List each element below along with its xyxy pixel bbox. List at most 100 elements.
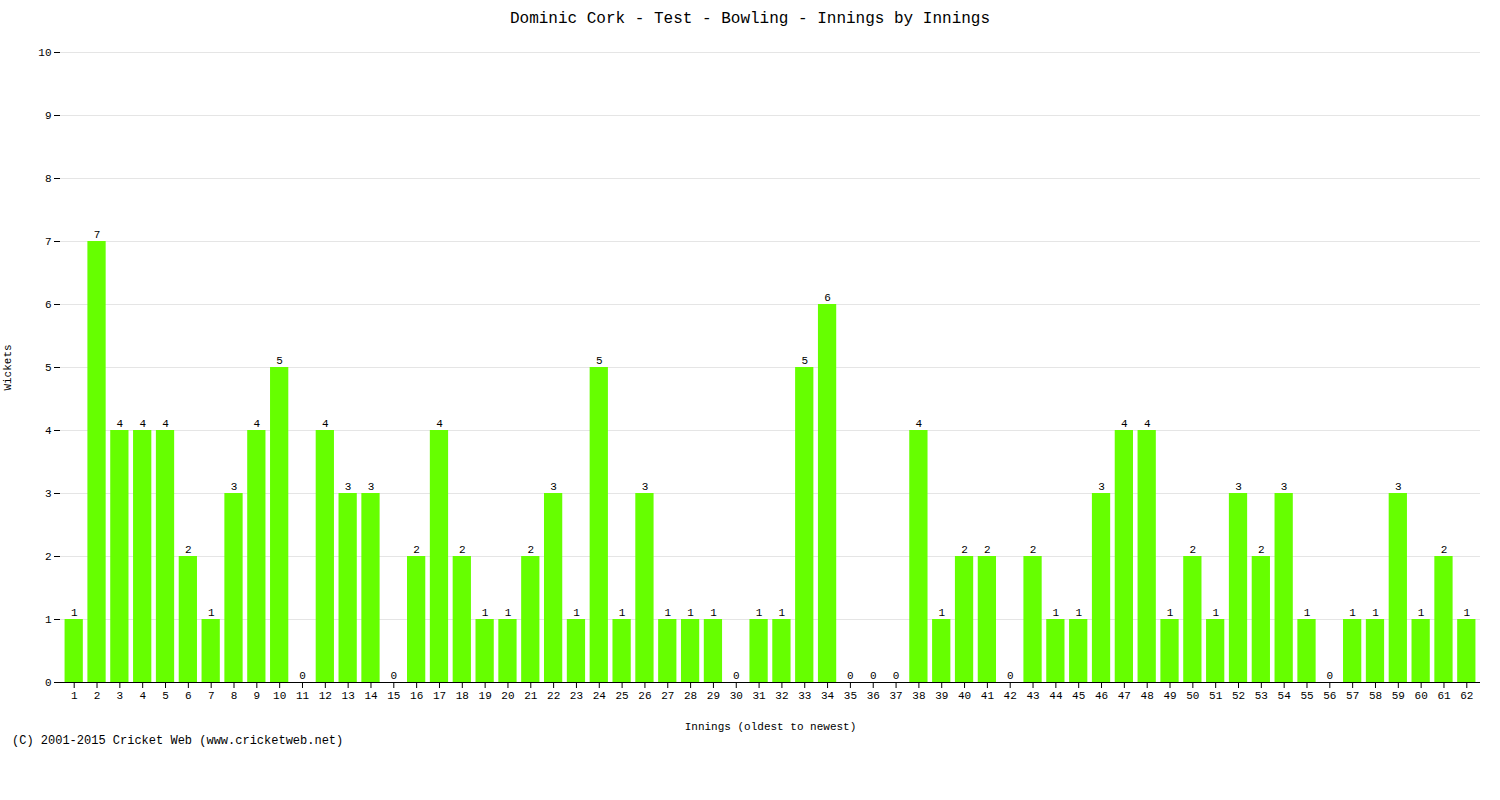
svg-text:51: 51	[1209, 690, 1223, 702]
svg-text:5: 5	[596, 355, 603, 367]
svg-text:3: 3	[1098, 481, 1105, 493]
svg-text:20: 20	[501, 690, 514, 702]
svg-text:2: 2	[1258, 544, 1265, 556]
svg-text:1: 1	[1372, 607, 1379, 619]
svg-text:4: 4	[436, 418, 443, 430]
svg-text:11: 11	[296, 690, 310, 702]
svg-text:27: 27	[661, 690, 674, 702]
svg-text:7: 7	[208, 690, 215, 702]
svg-text:1: 1	[71, 690, 78, 702]
svg-text:6: 6	[45, 299, 52, 311]
svg-text:2: 2	[1441, 544, 1448, 556]
svg-text:4: 4	[322, 418, 329, 430]
svg-text:39: 39	[935, 690, 948, 702]
svg-text:4: 4	[139, 690, 146, 702]
svg-text:2: 2	[94, 690, 101, 702]
svg-text:3: 3	[231, 481, 238, 493]
svg-text:35: 35	[844, 690, 857, 702]
svg-text:17: 17	[433, 690, 446, 702]
svg-text:0: 0	[45, 677, 52, 689]
svg-text:22: 22	[547, 690, 560, 702]
svg-text:3: 3	[1281, 481, 1288, 493]
svg-text:1: 1	[1349, 607, 1356, 619]
svg-text:0: 0	[1327, 670, 1334, 682]
svg-text:3: 3	[117, 690, 124, 702]
svg-text:4: 4	[916, 418, 923, 430]
svg-text:1: 1	[779, 607, 786, 619]
svg-text:5: 5	[45, 362, 52, 374]
svg-text:1: 1	[756, 607, 763, 619]
svg-text:36: 36	[867, 690, 880, 702]
svg-text:4: 4	[162, 418, 169, 430]
svg-text:2: 2	[527, 544, 534, 556]
svg-text:6: 6	[824, 292, 831, 304]
svg-text:29: 29	[707, 690, 720, 702]
svg-text:1: 1	[71, 607, 78, 619]
svg-text:38: 38	[912, 690, 925, 702]
svg-text:1: 1	[573, 607, 580, 619]
svg-text:1: 1	[710, 607, 717, 619]
svg-text:1: 1	[1304, 607, 1311, 619]
svg-text:3: 3	[1395, 481, 1402, 493]
svg-text:2: 2	[984, 544, 991, 556]
svg-text:52: 52	[1232, 690, 1245, 702]
svg-text:25: 25	[616, 690, 629, 702]
svg-text:Innings (oldest to newest): Innings (oldest to newest)	[685, 721, 857, 733]
svg-text:1: 1	[505, 607, 512, 619]
svg-text:2: 2	[961, 544, 968, 556]
svg-text:4: 4	[1144, 418, 1151, 430]
svg-text:8: 8	[45, 173, 52, 185]
svg-text:47: 47	[1118, 690, 1131, 702]
svg-text:0: 0	[733, 670, 740, 682]
svg-text:3: 3	[345, 481, 352, 493]
svg-text:1: 1	[1075, 607, 1082, 619]
svg-text:14: 14	[364, 690, 378, 702]
svg-text:2: 2	[185, 544, 192, 556]
svg-text:0: 0	[299, 670, 306, 682]
svg-text:1: 1	[687, 607, 694, 619]
svg-text:32: 32	[775, 690, 788, 702]
svg-text:30: 30	[730, 690, 743, 702]
svg-text:57: 57	[1346, 690, 1359, 702]
svg-text:10: 10	[38, 47, 51, 59]
svg-text:0: 0	[391, 670, 398, 682]
svg-text:2: 2	[1030, 544, 1037, 556]
svg-text:3: 3	[642, 481, 649, 493]
svg-text:3: 3	[1235, 481, 1242, 493]
svg-text:4: 4	[139, 418, 146, 430]
svg-text:5: 5	[801, 355, 808, 367]
svg-text:43: 43	[1026, 690, 1039, 702]
svg-text:1: 1	[482, 607, 489, 619]
svg-text:5: 5	[276, 355, 283, 367]
svg-text:3: 3	[45, 488, 52, 500]
svg-text:0: 0	[870, 670, 877, 682]
svg-text:8: 8	[231, 690, 238, 702]
svg-text:1: 1	[1053, 607, 1060, 619]
svg-text:9: 9	[45, 110, 52, 122]
svg-text:37: 37	[889, 690, 902, 702]
svg-text:7: 7	[45, 236, 52, 248]
svg-text:13: 13	[342, 690, 355, 702]
svg-text:54: 54	[1278, 690, 1292, 702]
svg-text:1: 1	[1463, 607, 1470, 619]
svg-text:59: 59	[1392, 690, 1405, 702]
svg-text:2: 2	[1190, 544, 1197, 556]
svg-text:4: 4	[254, 418, 261, 430]
svg-text:3: 3	[550, 481, 557, 493]
svg-text:53: 53	[1255, 690, 1268, 702]
svg-text:7: 7	[94, 229, 101, 241]
svg-text:56: 56	[1323, 690, 1336, 702]
svg-text:15: 15	[387, 690, 400, 702]
svg-text:50: 50	[1186, 690, 1199, 702]
svg-text:6: 6	[185, 690, 192, 702]
svg-text:2: 2	[413, 544, 420, 556]
svg-text:2: 2	[459, 544, 466, 556]
svg-text:42: 42	[1004, 690, 1017, 702]
svg-text:48: 48	[1141, 690, 1154, 702]
svg-text:5: 5	[162, 690, 169, 702]
svg-text:40: 40	[958, 690, 971, 702]
svg-text:1: 1	[664, 607, 671, 619]
svg-text:26: 26	[638, 690, 651, 702]
svg-text:45: 45	[1072, 690, 1085, 702]
svg-text:18: 18	[456, 690, 469, 702]
